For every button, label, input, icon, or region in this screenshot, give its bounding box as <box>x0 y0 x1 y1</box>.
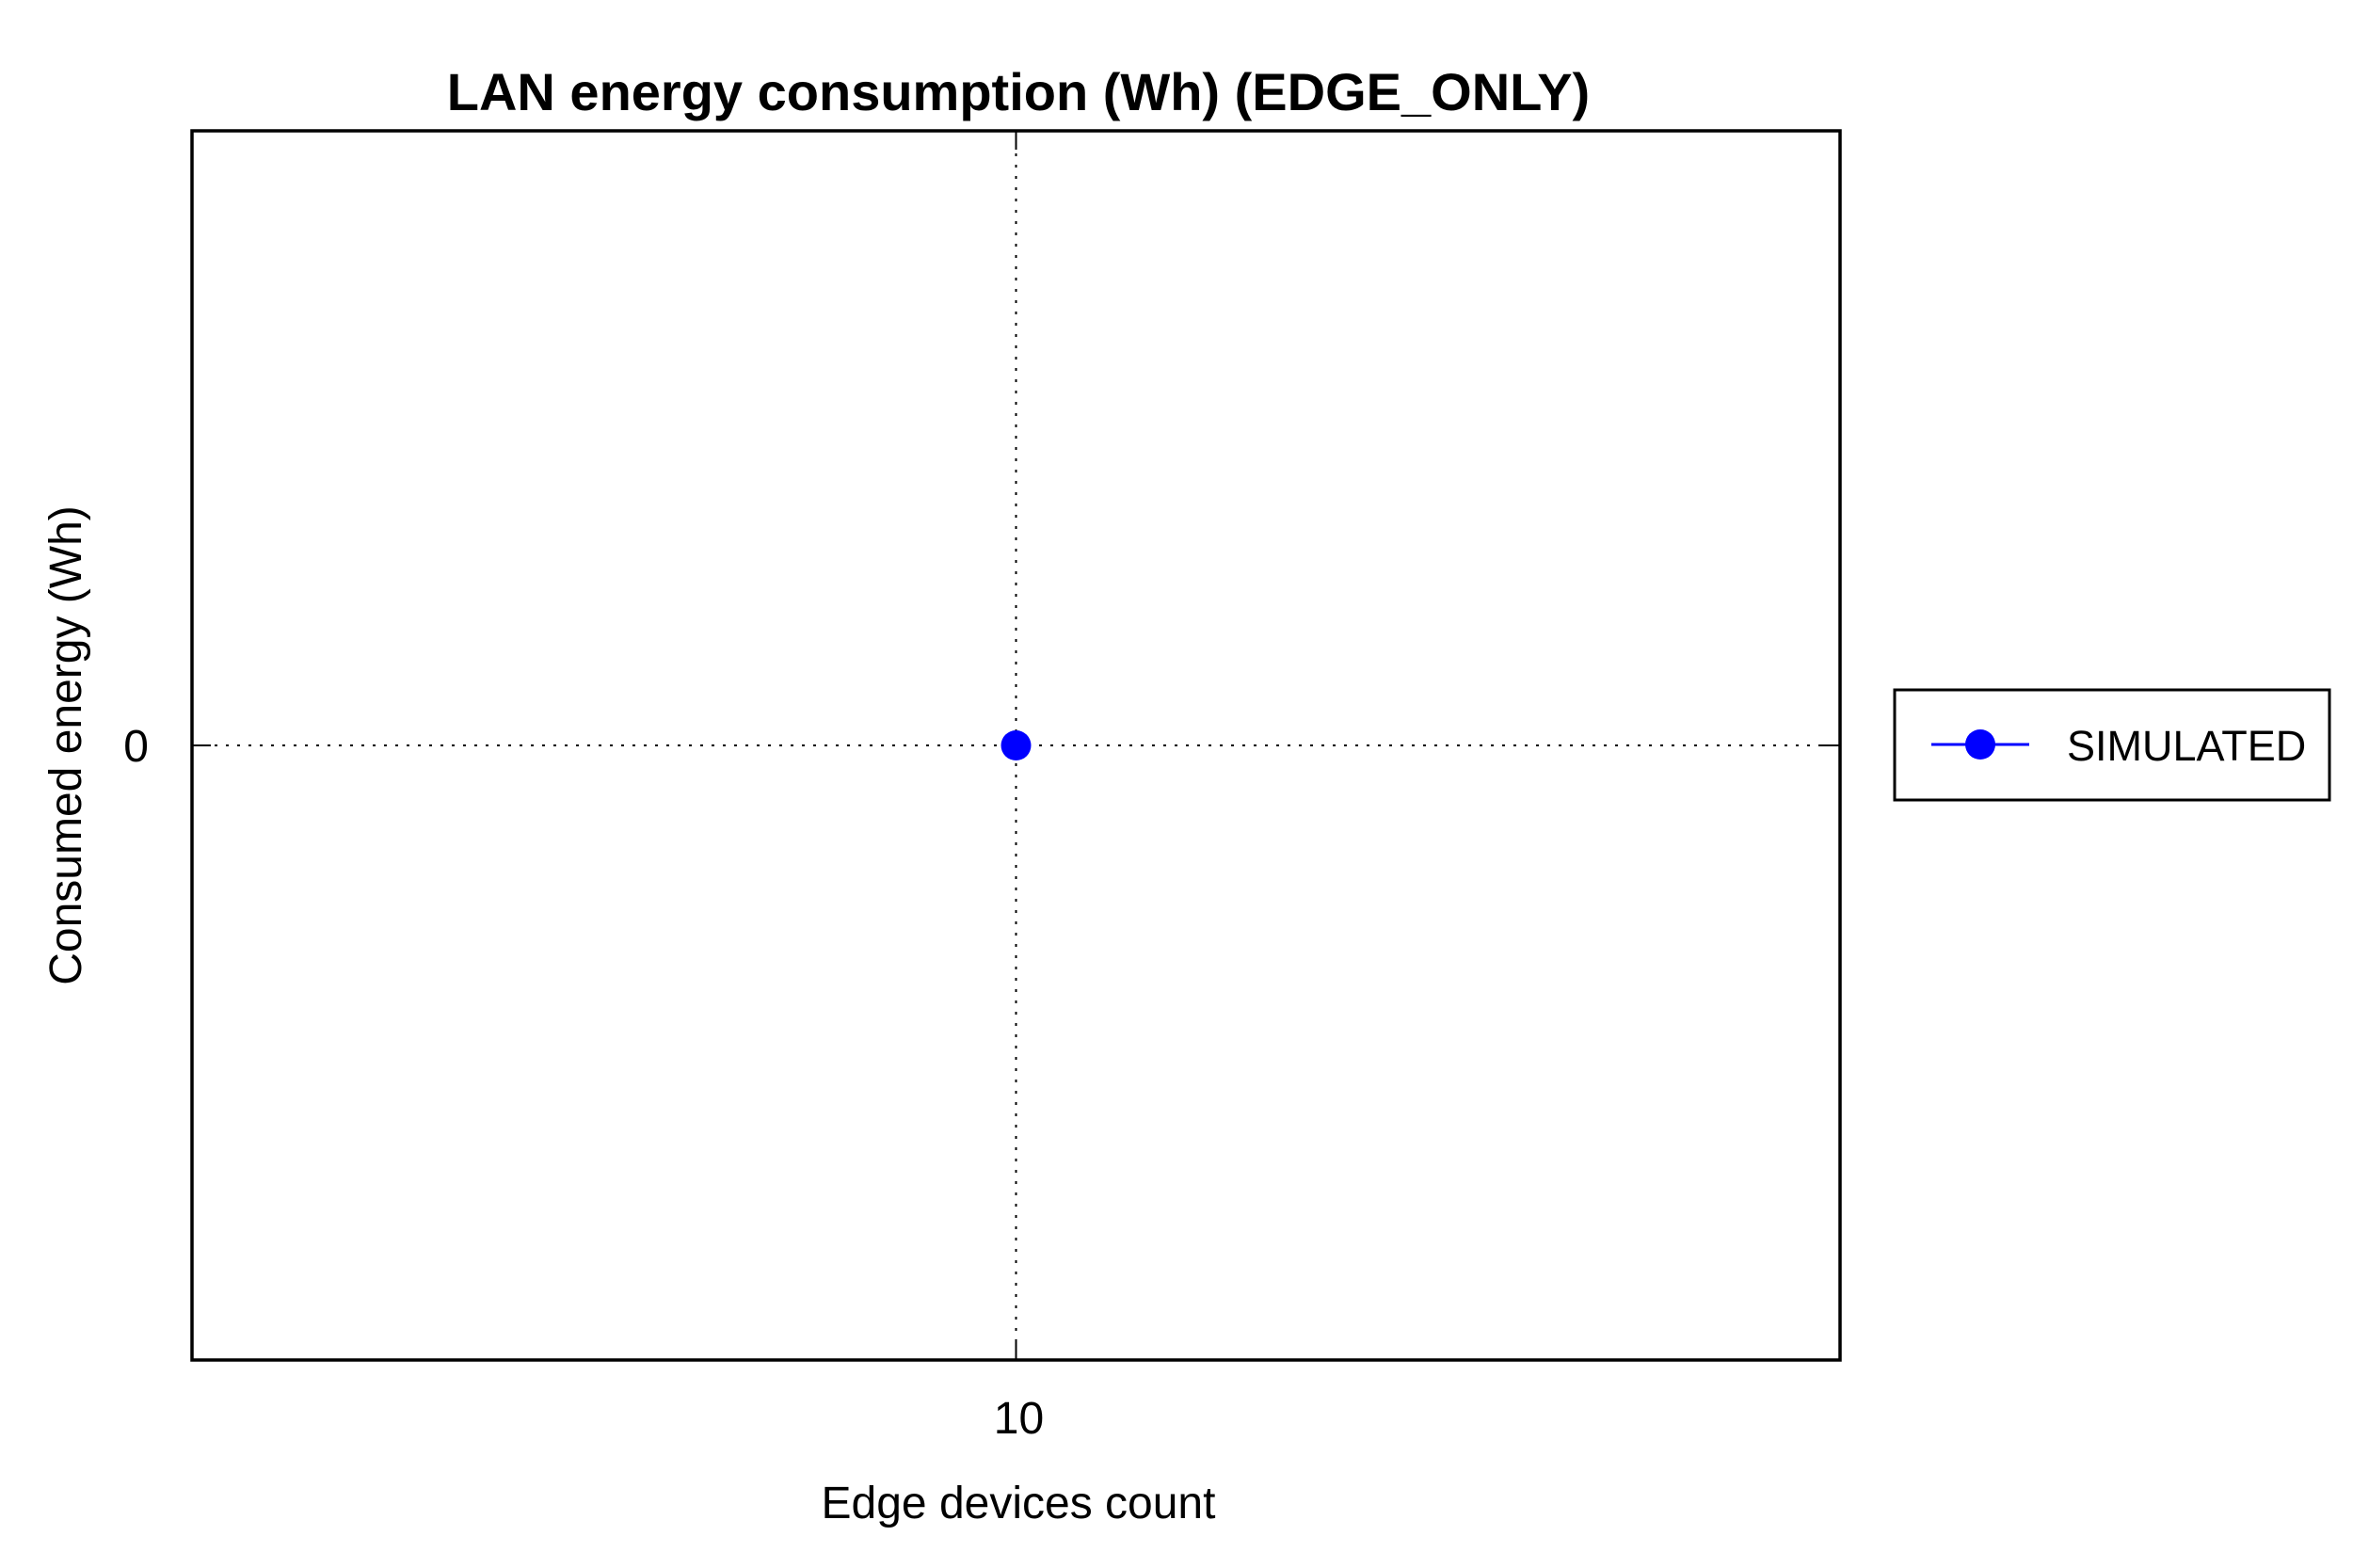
x-axis-label: Edge devices count <box>822 1479 1216 1528</box>
x-tick-label: 10 <box>994 1394 1044 1444</box>
data-point <box>1000 730 1032 760</box>
chart-title: LAN energy consumption (Wh) (EDGE_ONLY) <box>447 62 1590 121</box>
legend: SIMULATED <box>1893 688 2331 802</box>
y-axis-label: Consumed energy (Wh) <box>41 505 91 985</box>
axis-ticks: 10 0 <box>123 131 1840 1444</box>
legend-label-simulated: SIMULATED <box>2067 722 2306 770</box>
y-tick-label: 0 <box>123 722 149 772</box>
grid <box>192 131 1840 1360</box>
plot-frame <box>190 129 1842 1362</box>
legend-marker-simulated <box>1965 729 1995 760</box>
series-layer <box>1000 730 1032 760</box>
